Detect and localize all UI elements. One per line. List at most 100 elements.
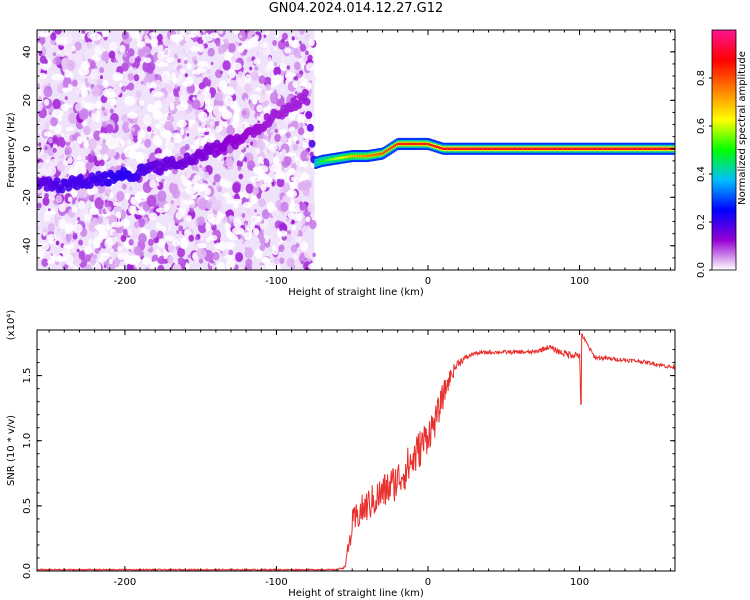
ridge-core [314,161,317,165]
noise-cell [180,174,186,182]
noise-gap [296,212,303,222]
noise-cell [304,249,312,259]
noise-gap [227,86,232,96]
noise-cell [194,258,199,264]
noise-cell [84,78,88,83]
ridge-cell [58,185,66,194]
ridge-core [422,142,426,146]
noise-cell [280,38,285,44]
noise-cell [292,202,301,213]
noise-gap [143,57,152,64]
noise-cell [55,240,60,246]
noise-gap [256,215,263,223]
noise-cell [37,224,40,230]
noise-cell [74,53,84,65]
ridge-core [651,147,654,150]
noise-gap [302,142,310,149]
noise-gap [262,256,269,262]
ridge-core [526,147,529,150]
noise-gap [110,221,123,228]
noise-cell [64,69,72,79]
noise-cell [55,194,63,204]
noise-cell [299,202,307,211]
ridge-core [512,147,516,150]
noise-cell [42,197,50,206]
noise-cell [277,94,281,99]
noise-gap [223,180,233,189]
noise-cell [123,219,130,228]
noise-cell [56,136,66,149]
noise-gap [237,45,245,53]
noise-cell [228,42,236,53]
ridge-core [392,145,396,148]
noise-cell [292,135,298,142]
noise-cell [226,124,236,136]
noise-gap [260,42,268,48]
noise-cell [244,97,248,102]
noise-cell [252,228,260,236]
noise-gap [89,207,99,215]
noise-cell [78,251,86,260]
noise-cell [184,172,188,177]
noise-cell [206,104,213,113]
noise-cell [52,136,58,143]
ridge-core [321,159,324,163]
noise-gap [297,77,308,87]
ridge-core [362,154,366,158]
noise-cell [300,241,309,252]
noise-cell [112,231,118,237]
noise-cell [114,256,121,266]
noise-cell [220,53,224,58]
noise-cell [274,128,279,134]
noise-gap [225,241,236,250]
ridge-core [531,147,534,150]
noise-cell [129,231,133,236]
ridge-core [587,147,591,150]
noise-cell [296,235,302,243]
noise-cell [41,258,49,267]
ridge-core [416,142,419,146]
noise-cell [263,105,272,116]
ridge-core [641,147,644,150]
noise-gap [95,100,102,110]
ridge-core [434,145,437,148]
noise-cell [149,229,158,239]
noise-cell [156,176,161,182]
noise-cell [84,245,93,255]
noise-cell [199,234,203,238]
noise-cell [93,262,102,270]
noise-gap [172,239,181,247]
ridge-core [437,146,441,149]
noise-gap [198,111,208,122]
noise-cell [202,167,207,172]
noise-cell [309,219,317,230]
noise-cell [88,221,98,233]
noise-gap [154,110,164,119]
noise-cell [138,202,143,207]
ridge-core [456,147,459,150]
line-frame [36,329,676,572]
noise-gap [175,211,183,220]
colorbar-tick-label: 0.0 [696,262,707,278]
noise-cell [48,208,51,212]
noise-gap [172,134,183,144]
noise-gap [223,192,230,198]
noise-cell [258,75,266,84]
ridge-core [322,159,326,162]
noise-cell [107,206,112,212]
noise-cell [74,41,82,51]
noise-gap [139,194,147,200]
noise-cell [81,84,88,93]
noise-cell [121,62,129,72]
noise-cell [105,223,112,231]
noise-cell [174,84,178,89]
noise-gap [176,104,189,111]
ridge-core [429,143,432,146]
ridge-core [454,147,457,150]
ridge-core [457,147,461,150]
ridge-core [479,147,482,150]
noise-cell [102,30,109,38]
noise-cell [155,222,162,230]
noise-cell [99,75,104,80]
ridge-core [414,142,417,146]
